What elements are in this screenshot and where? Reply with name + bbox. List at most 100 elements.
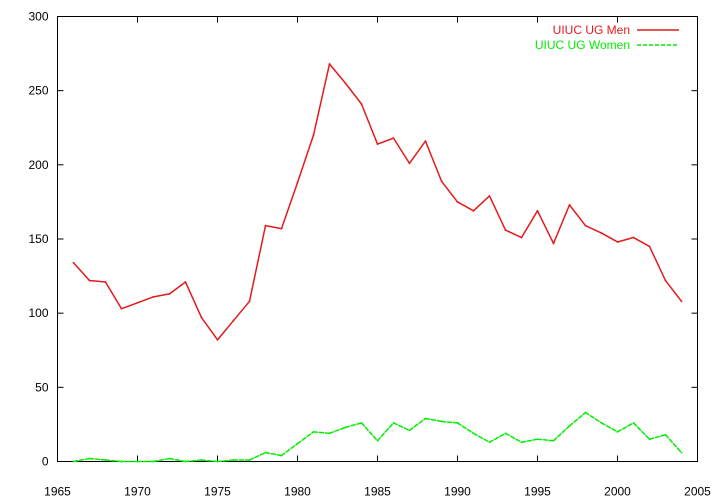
axis-ticks: 1965 1970 1975 1980 1985 1990 1995 2000 2005 0 50 1… [28,10,711,499]
data-point [408,429,411,432]
series-segment [88,457,107,461]
data-point [344,426,347,429]
series-segment [440,180,459,203]
x-tick-label: 1990 [444,485,471,499]
data-point [472,209,475,212]
data-point [440,180,443,183]
data-point [568,203,571,206]
series-segment [152,457,171,463]
data-point [408,162,411,165]
series-segment [280,181,299,230]
data-point [120,307,123,310]
data-point [616,241,619,243]
data-point [248,459,251,461]
data-point [312,430,315,433]
data-point [168,457,171,460]
data-point [184,460,187,463]
series-segment [488,195,507,231]
x-tick-label: 1995 [524,485,551,499]
series-segment [632,422,651,440]
series-segment [264,451,283,457]
data-point [296,442,299,445]
data-point [120,460,123,463]
data-point [72,261,75,264]
data-point [216,460,219,463]
series-segment [360,422,379,442]
data-point [328,432,331,435]
data-point [136,460,139,463]
data-point [648,245,651,248]
data-point [440,420,443,423]
x-tick-label: 1980 [284,485,311,499]
data-point [360,422,363,424]
series-segment [328,63,347,84]
series-segment [280,442,299,457]
data-point [280,454,283,457]
data-point [472,432,475,435]
series-segment [616,236,635,243]
series-segment [248,451,267,461]
series-segment [424,417,443,423]
series-segment [168,281,187,295]
series-segment [136,296,155,304]
series-segment [184,281,203,319]
series-segment [648,434,667,440]
series-segment [616,422,635,433]
data-point [632,236,635,239]
legend-label: UIUC UG Women [535,38,630,52]
data-point [616,430,619,433]
series-segment [456,201,475,212]
data-point [200,459,203,461]
series-segment [520,210,539,239]
series-segment [392,422,411,432]
series-segment [536,210,555,245]
data-point [248,300,251,303]
y-tick-label: 250 [28,84,48,98]
data-point [280,227,283,230]
series-segment [296,431,315,445]
series-segment [376,137,395,145]
series-segment [168,457,187,463]
series-segment [632,236,651,248]
data-point [520,441,523,444]
series-segment [504,229,523,239]
series-segment [360,103,379,145]
series-segment [648,245,667,282]
data-point [600,422,603,424]
data-point [360,103,363,105]
data-point [456,422,459,424]
series-segment [72,261,91,282]
data-point [392,422,395,424]
series-segment [408,140,427,165]
data-point [376,439,379,442]
series-segment [104,281,123,310]
data-point [488,195,491,197]
x-tick-label: 1970 [124,485,151,499]
series-segment [248,224,267,303]
data-point [568,425,571,427]
data-point [104,281,107,283]
data-point [488,441,491,444]
y-tick-label: 150 [28,232,48,246]
series-segment [104,459,123,463]
x-tick-label: 1975 [204,485,231,499]
x-tick-label: 2000 [604,485,631,499]
data-point [392,137,395,140]
series-segment [552,204,571,245]
y-tick-label: 200 [28,158,48,172]
data-point [520,236,523,239]
series-uiuc-ug-men [72,63,683,341]
data-point [536,209,539,212]
series-segment [472,195,491,212]
data-point [216,338,219,341]
data-point [536,438,539,441]
series-segment [88,279,107,283]
data-point [504,229,507,232]
data-point [584,224,587,227]
series-segment [408,417,427,432]
data-point [600,232,603,234]
data-point [152,295,155,298]
data-point [504,432,507,435]
